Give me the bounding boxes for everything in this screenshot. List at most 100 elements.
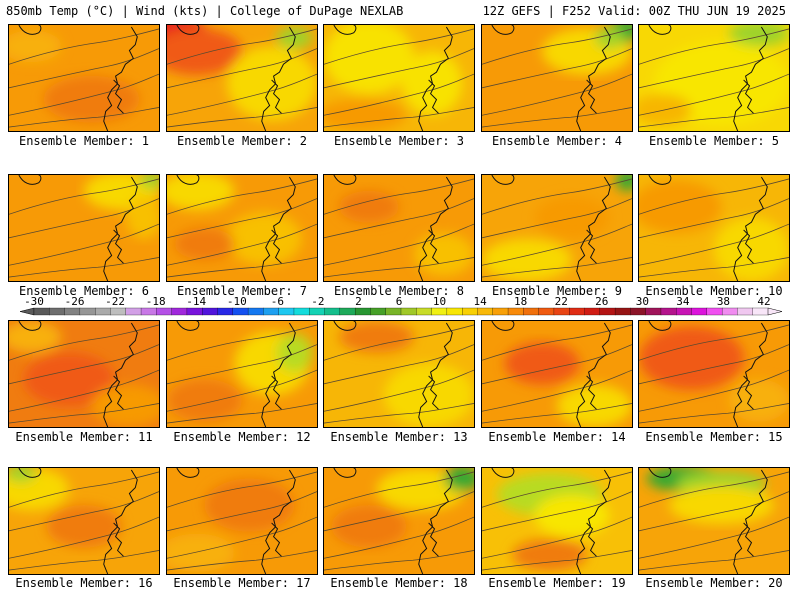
great-lakes-outline — [491, 175, 515, 185]
colorbar-swatch — [293, 307, 310, 316]
height-contour — [167, 198, 317, 239]
ensemble-member-label: Ensemble Member: 12 — [173, 430, 311, 444]
coastline — [113, 229, 124, 264]
height-contour — [639, 28, 789, 65]
temperature-field — [482, 175, 632, 281]
ensemble-member-label: Ensemble Member: 13 — [330, 430, 468, 444]
colorbar-tick-label: -18 — [146, 296, 166, 308]
coastline — [586, 375, 597, 410]
temperature-field — [9, 321, 159, 427]
colorbar-tick-label: 6 — [396, 296, 403, 308]
height-contour — [482, 516, 632, 559]
coastline — [428, 375, 439, 410]
colorbar-swatch — [324, 307, 341, 316]
colorbar-tick-label: 22 — [555, 296, 568, 308]
temperature-anomaly-region — [639, 326, 744, 390]
height-contour — [9, 223, 159, 266]
temperature-anomaly-region — [482, 238, 572, 281]
temperature-anomaly-region — [9, 468, 36, 482]
ensemble-member-map — [166, 174, 318, 282]
colorbar-swatch — [431, 307, 448, 316]
ensemble-member-label: Ensemble Member: 10 — [645, 284, 783, 298]
temperature-anomaly-region — [504, 342, 580, 385]
temperature-anomaly-region — [167, 28, 242, 75]
colorbar-swatch — [599, 307, 616, 316]
temperature-anomaly-region — [167, 175, 235, 210]
colorbar-swatch — [385, 307, 402, 316]
temperature-field — [9, 468, 159, 574]
coastline — [103, 469, 138, 574]
height-contour — [482, 178, 632, 215]
colorbar-tick-label: 10 — [433, 296, 446, 308]
height-contour — [324, 516, 474, 559]
height-contour — [482, 491, 632, 532]
great-lakes-outline — [176, 175, 200, 185]
height-contour — [9, 516, 159, 559]
temperature-anomaly-region — [227, 46, 317, 121]
coastline — [261, 26, 296, 131]
height-contour — [324, 491, 474, 532]
colorbar-max-arrow — [767, 307, 783, 316]
temperature-anomaly-region — [324, 25, 414, 94]
ensemble-member-label: Ensemble Member: 5 — [648, 134, 780, 148]
height-contour — [482, 344, 632, 385]
colorbar-tick-label: 30 — [636, 296, 649, 308]
colorbar-tick-label: 26 — [595, 296, 608, 308]
coastline — [576, 322, 611, 427]
colorbar-swatch — [156, 307, 173, 316]
great-lakes-outline — [333, 25, 357, 35]
height-contour — [9, 491, 159, 532]
colorbar-tick-label: 18 — [514, 296, 527, 308]
ensemble-member-map — [8, 467, 160, 575]
great-lakes-outline — [333, 321, 357, 331]
colorbar-tick-label: -22 — [105, 296, 125, 308]
height-contour — [9, 257, 159, 278]
colorbar-tick-label: 42 — [757, 296, 770, 308]
height-contour — [167, 369, 317, 412]
temperature-anomaly-region — [167, 533, 235, 572]
height-contour — [167, 324, 317, 361]
colorbar-tick-label: -2 — [311, 296, 324, 308]
height-contour — [9, 107, 159, 128]
great-lakes-outline — [648, 25, 672, 35]
height-contour — [324, 198, 474, 239]
colorbar-swatch — [400, 307, 417, 316]
colorbar-swatch — [660, 307, 677, 316]
ensemble-member-map — [323, 320, 475, 428]
colorbar-swatch — [446, 307, 463, 316]
height-contour — [482, 471, 632, 508]
temperature-field — [324, 468, 474, 574]
height-contour — [324, 107, 474, 128]
height-contour — [639, 491, 789, 532]
height-contour — [639, 257, 789, 278]
colorbar-swatch — [232, 307, 249, 316]
height-contour — [639, 48, 789, 89]
height-contour — [639, 471, 789, 508]
ensemble-member-map — [481, 467, 633, 575]
coastline — [733, 176, 768, 281]
colorbar-swatch — [477, 307, 494, 316]
colorbar-swatch — [569, 307, 585, 316]
ensemble-member-label: Ensemble Member: 17 — [173, 576, 311, 590]
ensemble-member-map — [8, 174, 160, 282]
great-lakes-outline — [18, 175, 42, 185]
coastline — [103, 176, 138, 281]
height-contour — [324, 369, 474, 412]
height-contour — [167, 28, 317, 65]
colorbar-swatch — [49, 307, 66, 316]
temperature-anomaly-region — [174, 228, 235, 260]
coastline — [743, 79, 754, 114]
height-contour — [482, 73, 632, 116]
colorbar-swatch — [614, 307, 631, 316]
height-contour — [324, 257, 474, 278]
height-contour — [9, 28, 159, 65]
great-lakes-outline — [18, 468, 42, 478]
temperature-anomaly-region — [615, 175, 632, 191]
height-contour — [639, 178, 789, 215]
colorbar-tick-label: 34 — [676, 296, 690, 308]
colorbar-swatch — [492, 307, 509, 316]
temperature-anomaly-region — [639, 180, 722, 234]
height-contour — [639, 344, 789, 385]
temperature-anomaly-region — [594, 27, 625, 49]
coastline — [103, 322, 138, 427]
